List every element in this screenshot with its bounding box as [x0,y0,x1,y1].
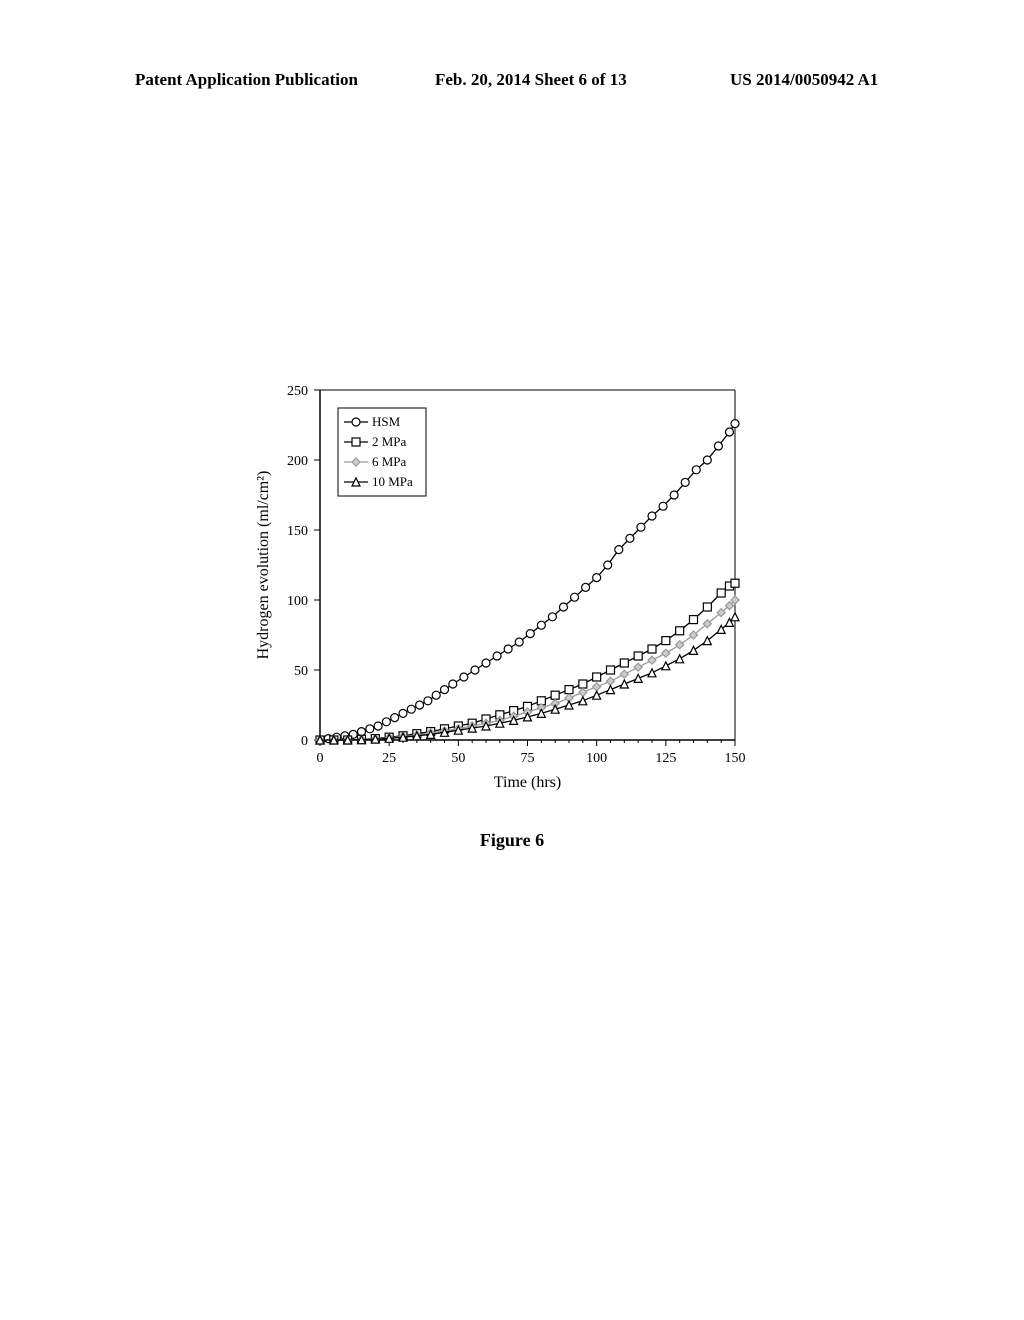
header-right: US 2014/0050942 A1 [730,70,878,90]
svg-text:50: 50 [451,751,465,766]
svg-text:2 MPa: 2 MPa [372,434,407,449]
svg-text:0: 0 [301,734,308,749]
svg-text:200: 200 [287,454,308,469]
header-left: Patent Application Publication [135,70,358,90]
svg-text:Time (hrs): Time (hrs) [494,774,561,791]
chart-svg: 0 25 50 75 100 125 150 0 50 100 150 200 250 Time (hrs… [250,380,750,795]
svg-text:100: 100 [287,594,308,609]
svg-text:125: 125 [655,751,676,766]
header-center: Feb. 20, 2014 Sheet 6 of 13 [435,70,627,90]
svg-text:100: 100 [586,751,607,766]
svg-text:150: 150 [287,524,308,539]
svg-text:250: 250 [287,384,308,399]
svg-text:75: 75 [521,751,535,766]
svg-text:6 MPa: 6 MPa [372,454,407,469]
svg-text:25: 25 [382,751,396,766]
svg-text:0: 0 [317,751,324,766]
svg-text:150: 150 [725,751,746,766]
svg-text:Hydrogen evolution (ml/cm²): Hydrogen evolution (ml/cm²) [255,471,272,660]
figure-caption: Figure 6 [0,830,1024,851]
svg-text:50: 50 [294,664,308,679]
svg-text:HSM: HSM [372,414,401,429]
hydrogen-evolution-chart: 0 25 50 75 100 125 150 0 50 100 150 200 250 Time (hrs… [250,380,750,795]
svg-text:10 MPa: 10 MPa [372,474,413,489]
